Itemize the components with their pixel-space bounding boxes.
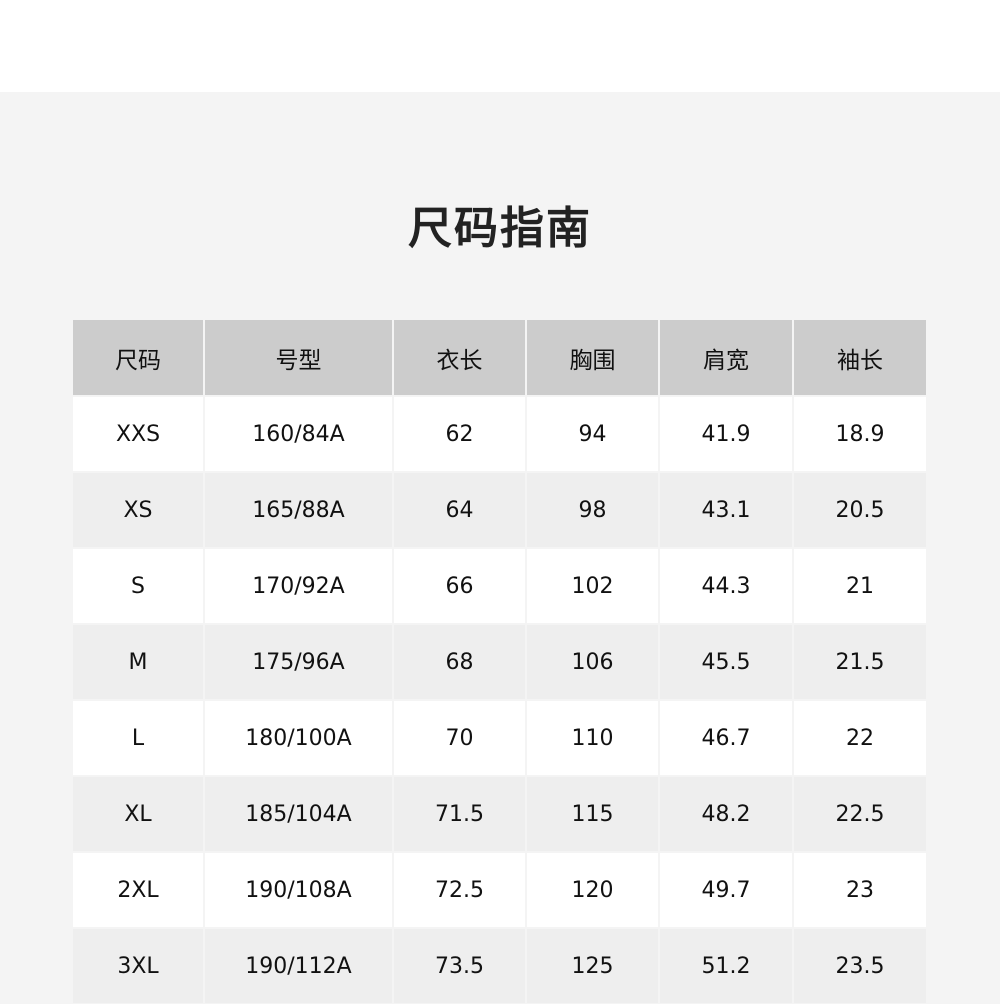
table-cell: L	[73, 701, 203, 775]
table-cell: 71.5	[394, 777, 525, 851]
table-cell: 73.5	[394, 929, 525, 1003]
table-cell: 2XL	[73, 853, 203, 927]
table-cell: 41.9	[660, 397, 792, 471]
table-cell: 20.5	[794, 473, 926, 547]
size-chart-table: 尺码 号型 衣长 胸围 肩宽 袖长 XXS 160/84A 62 94 41.9 18.9 XS 165/…	[73, 320, 926, 1003]
table-cell: S	[73, 549, 203, 623]
table-cell: 72.5	[394, 853, 525, 927]
table-cell: 49.7	[660, 853, 792, 927]
table-cell: 18.9	[794, 397, 926, 471]
table-cell: 190/112A	[205, 929, 392, 1003]
table-cell: 120	[527, 853, 658, 927]
table-cell: 23	[794, 853, 926, 927]
table-cell: 185/104A	[205, 777, 392, 851]
table-cell: 51.2	[660, 929, 792, 1003]
table-cell: 64	[394, 473, 525, 547]
table-cell: 43.1	[660, 473, 792, 547]
top-banner	[0, 0, 1000, 92]
table-cell: XS	[73, 473, 203, 547]
column-header: 号型	[205, 320, 392, 395]
column-header: 衣长	[394, 320, 525, 395]
table-cell: 23.5	[794, 929, 926, 1003]
table-cell: 165/88A	[205, 473, 392, 547]
table-cell: M	[73, 625, 203, 699]
table-cell: 175/96A	[205, 625, 392, 699]
page-title: 尺码指南	[408, 203, 592, 254]
table-cell: 48.2	[660, 777, 792, 851]
table-cell: 22.5	[794, 777, 926, 851]
table-cell: 3XL	[73, 929, 203, 1003]
table-cell: XXS	[73, 397, 203, 471]
table-cell: 110	[527, 701, 658, 775]
table-cell: 125	[527, 929, 658, 1003]
table-cell: 66	[394, 549, 525, 623]
table-cell: 46.7	[660, 701, 792, 775]
table-cell: 160/84A	[205, 397, 392, 471]
table-cell: 106	[527, 625, 658, 699]
table-cell: 98	[527, 473, 658, 547]
table-cell: 94	[527, 397, 658, 471]
column-header: 胸围	[527, 320, 658, 395]
table-cell: 21	[794, 549, 926, 623]
table-cell: 68	[394, 625, 525, 699]
column-header: 肩宽	[660, 320, 792, 395]
table-cell: 102	[527, 549, 658, 623]
table-cell: 21.5	[794, 625, 926, 699]
table-cell: 62	[394, 397, 525, 471]
table-cell: 44.3	[660, 549, 792, 623]
column-header: 尺码	[73, 320, 203, 395]
table-cell: 70	[394, 701, 525, 775]
table-cell: 45.5	[660, 625, 792, 699]
table-cell: XL	[73, 777, 203, 851]
table-cell: 180/100A	[205, 701, 392, 775]
table-cell: 115	[527, 777, 658, 851]
table-cell: 170/92A	[205, 549, 392, 623]
column-header: 袖长	[794, 320, 926, 395]
table-cell: 22	[794, 701, 926, 775]
table-cell: 190/108A	[205, 853, 392, 927]
